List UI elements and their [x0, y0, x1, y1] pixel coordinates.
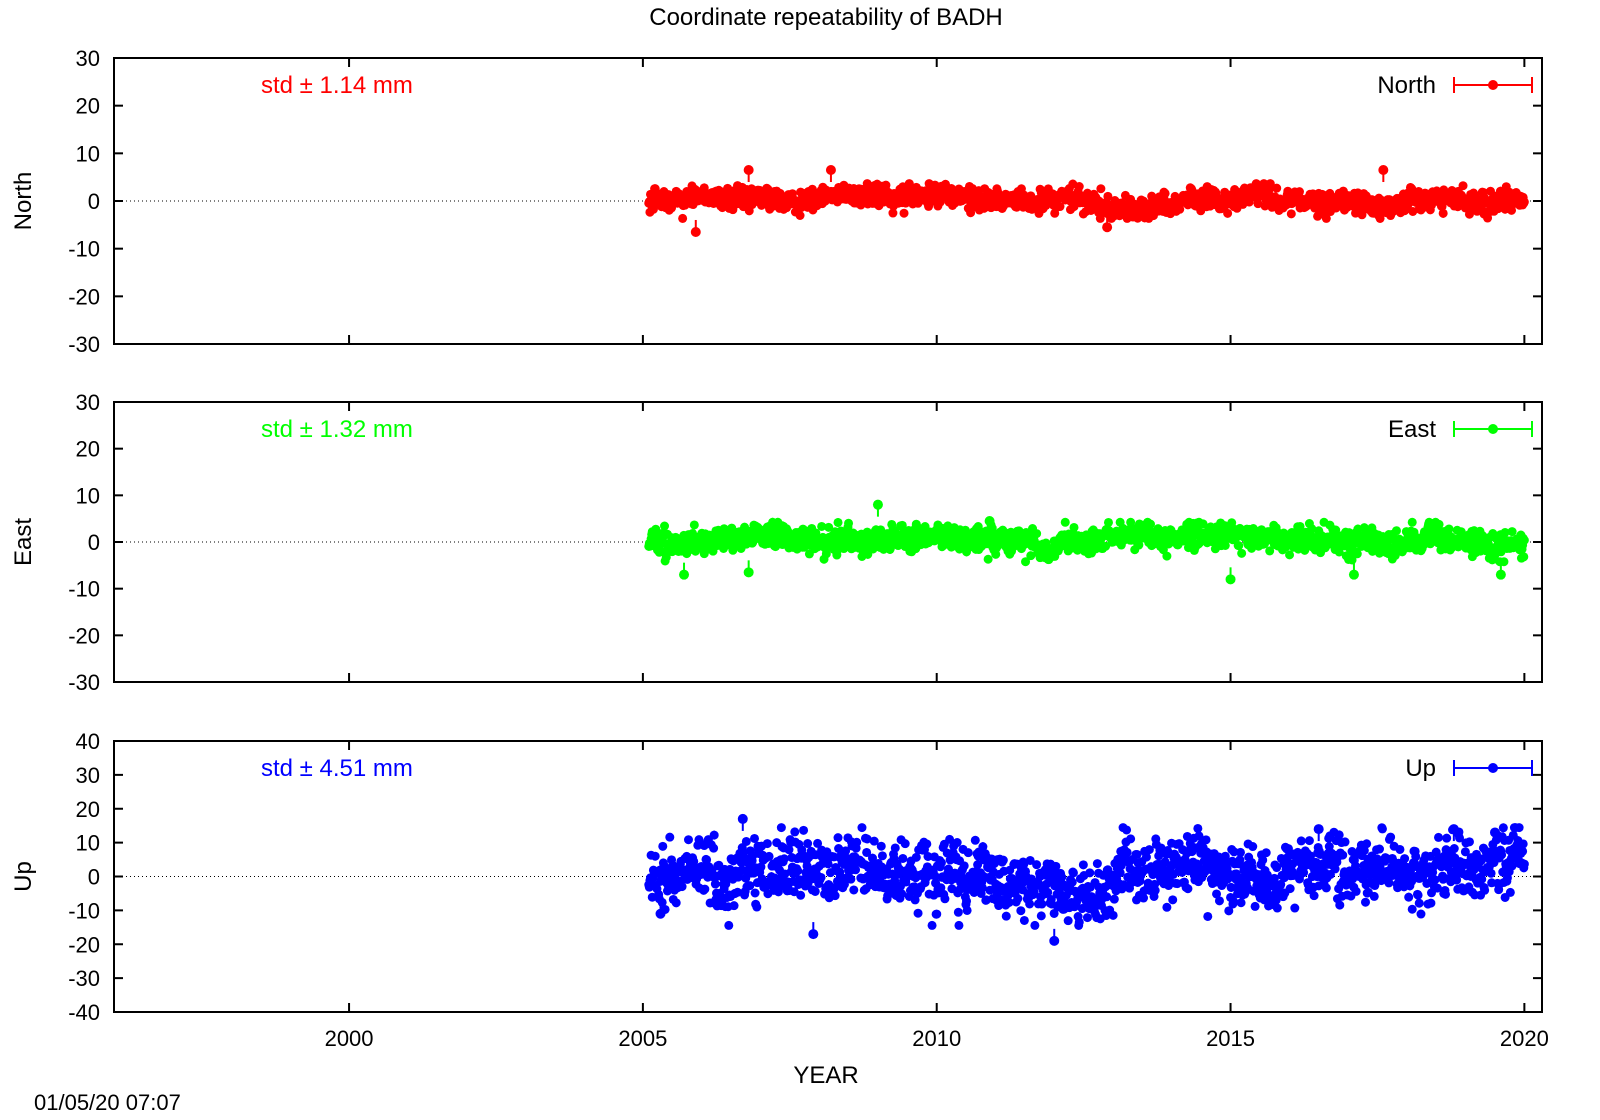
- data-point: [1375, 213, 1385, 223]
- y-tick-label: -10: [68, 237, 100, 262]
- data-point: [1223, 208, 1233, 218]
- data-point: [1253, 199, 1263, 209]
- data-point: [1032, 529, 1042, 539]
- data-point: [833, 517, 843, 527]
- data-point: [824, 522, 834, 532]
- legend-label-north: North: [1377, 72, 1436, 99]
- data-point: [1146, 519, 1156, 529]
- legend-symbol-north: [1453, 77, 1533, 93]
- panel-north: -30 -20 -10 0 10 20 30 North std ± 1.14 mm North: [10, 46, 1543, 357]
- y-tick-label: 10: [76, 141, 100, 166]
- std-annotation-north: std ± 1.14 mm: [261, 72, 413, 99]
- y-tick-label: -30: [68, 670, 100, 695]
- data-point: [678, 213, 688, 223]
- y-tick-label: 0: [88, 189, 100, 214]
- y-tick-label: -30: [68, 332, 100, 357]
- data-point: [1519, 197, 1529, 207]
- series-east: [644, 499, 1529, 585]
- data-point: [1069, 522, 1079, 532]
- data-point: [660, 521, 670, 531]
- data-point: [888, 208, 898, 218]
- data-point: [728, 545, 738, 555]
- data-point: [1102, 222, 1113, 233]
- data-point: [1160, 188, 1170, 198]
- data-point: [1321, 213, 1331, 223]
- data-point: [983, 554, 993, 564]
- series-north: [644, 165, 1529, 237]
- data-point: [1272, 183, 1282, 193]
- y-axis-title-north: North: [10, 172, 37, 231]
- y-tick-label: 10: [76, 483, 100, 508]
- chart-title: Coordinate repeatability of BADH: [649, 4, 1003, 31]
- y-axis-title-east: East: [10, 518, 37, 566]
- data-point: [1162, 551, 1172, 561]
- data-point: [690, 226, 701, 237]
- y-tick-label: -10: [68, 577, 100, 602]
- data-point: [899, 208, 909, 218]
- y-tick-label: 20: [76, 94, 100, 119]
- y-tick-label: 0: [88, 530, 100, 555]
- data-point: [817, 521, 827, 531]
- data-point: [795, 210, 805, 220]
- y-tick-label: -20: [68, 284, 100, 309]
- data-point: [1483, 213, 1493, 223]
- data-point: [1265, 179, 1275, 189]
- data-point: [1286, 209, 1296, 219]
- data-point: [881, 180, 891, 190]
- data-point: [1464, 209, 1474, 219]
- y-tick-label: 30: [76, 390, 100, 415]
- data-point: [1103, 517, 1113, 527]
- data-point: [825, 165, 836, 176]
- data-point: [1103, 191, 1113, 201]
- data-point: [904, 179, 914, 189]
- data-point: [1294, 187, 1304, 197]
- y-tick-label: 30: [76, 46, 100, 71]
- data-point: [821, 549, 831, 559]
- data-point: [1458, 181, 1468, 191]
- data-point: [743, 165, 754, 176]
- data-point: [1074, 182, 1084, 192]
- y-tick-label: -20: [68, 623, 100, 648]
- data-point: [1378, 165, 1389, 176]
- plot-frame-north: [113, 57, 1543, 345]
- y-tick-label: 20: [76, 437, 100, 462]
- data-point: [1060, 517, 1070, 527]
- data-point: [661, 552, 671, 562]
- data-point: [966, 208, 976, 218]
- data-point: [1096, 184, 1106, 194]
- data-point: [844, 518, 854, 528]
- data-point: [689, 520, 699, 530]
- data-point: [1055, 202, 1065, 212]
- data-point: [1438, 208, 1448, 218]
